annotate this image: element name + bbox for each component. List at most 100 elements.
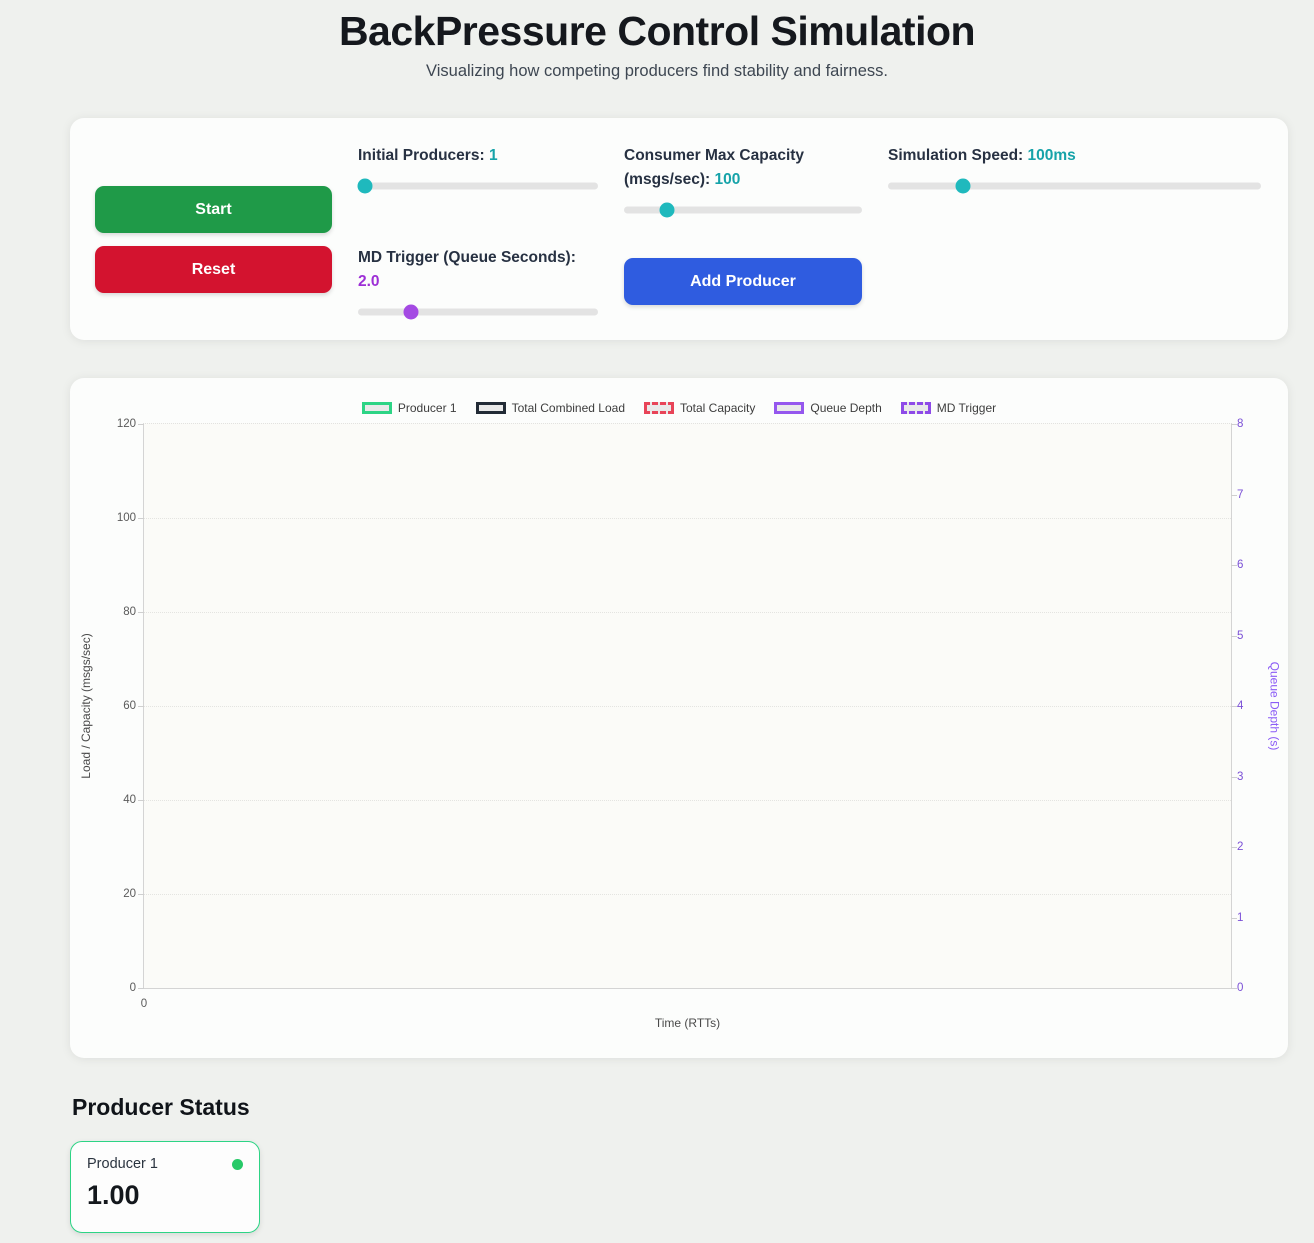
legend-item-total-combined-load[interactable]: Total Combined Load bbox=[475, 401, 625, 416]
tick-mark bbox=[1231, 706, 1237, 708]
legend-item-queue-depth[interactable]: Queue Depth bbox=[774, 401, 882, 416]
y2-axis-tick: 2 bbox=[1237, 841, 1244, 854]
reset-button[interactable]: Reset bbox=[95, 246, 332, 293]
tick-mark bbox=[138, 424, 144, 426]
md-trigger-slider[interactable] bbox=[358, 304, 598, 320]
producer-active-dot-icon bbox=[232, 1158, 243, 1170]
tick-mark bbox=[138, 612, 144, 614]
slider-thumb[interactable] bbox=[955, 178, 971, 194]
slider-track[interactable] bbox=[888, 182, 1261, 190]
slider-track[interactable] bbox=[624, 206, 862, 214]
initial-producers-control: Initial Producers: 1 bbox=[357, 144, 598, 218]
initial-producers-label: Initial Producers: 1 bbox=[358, 144, 598, 168]
legend-label: Producer 1 bbox=[397, 401, 457, 416]
tick-mark bbox=[138, 988, 144, 990]
tick-mark bbox=[138, 800, 144, 802]
y-axis-tick: 120 bbox=[116, 418, 136, 431]
initial-producers-slider[interactable] bbox=[357, 178, 598, 194]
y2-axis-tick: 6 bbox=[1237, 559, 1244, 572]
x-axis-tick: 0 bbox=[140, 998, 148, 1011]
y-axis-tick: 0 bbox=[129, 982, 136, 995]
tick-mark bbox=[1231, 917, 1237, 919]
simulation-speed-label-text: Simulation Speed: bbox=[888, 147, 1024, 164]
y-axis-tick: 20 bbox=[123, 888, 136, 901]
tick-mark bbox=[1231, 988, 1237, 990]
page-title: BackPressure Control Simulation bbox=[338, 8, 976, 54]
legend-swatch-queue-depth bbox=[774, 402, 805, 415]
add-producer-button[interactable]: Add Producer bbox=[624, 258, 862, 306]
gridline bbox=[144, 612, 1231, 614]
y2-axis-tick: 1 bbox=[1237, 911, 1244, 924]
legend-label: Queue Depth bbox=[810, 401, 882, 416]
md-trigger-label-text: MD Trigger (Queue Seconds): bbox=[358, 249, 576, 267]
legend-swatch-total-combined-load bbox=[475, 402, 506, 415]
consumer-capacity-label: Consumer Max Capacity (msgs/sec): 100 bbox=[624, 144, 862, 192]
y2-axis-tick: 4 bbox=[1237, 700, 1244, 713]
legend-label: Total Combined Load bbox=[511, 401, 625, 416]
legend-swatch-total-capacity bbox=[644, 402, 674, 415]
gridline bbox=[144, 800, 1231, 802]
y2-axis-title: Queue Depth (s) bbox=[1268, 661, 1282, 751]
tick-mark bbox=[138, 894, 144, 896]
slider-thumb[interactable] bbox=[403, 304, 419, 320]
tick-mark bbox=[1231, 776, 1237, 778]
empty-cell bbox=[888, 246, 1261, 320]
tick-mark bbox=[138, 518, 144, 520]
consumer-capacity-slider[interactable] bbox=[624, 202, 862, 218]
legend-label: Total Capacity bbox=[680, 401, 756, 416]
y2-axis-tick: 8 bbox=[1237, 418, 1244, 431]
y2-axis-tick: 5 bbox=[1237, 629, 1244, 642]
simulation-speed-control: Simulation Speed: 100ms bbox=[888, 144, 1261, 218]
legend-item-md-trigger[interactable]: MD Trigger bbox=[900, 401, 997, 416]
y-axis-tick: 40 bbox=[123, 794, 136, 807]
gridline bbox=[144, 518, 1231, 520]
legend-label: MD Trigger bbox=[936, 401, 997, 416]
tick-mark bbox=[1231, 847, 1237, 849]
md-trigger-value: 2.0 bbox=[358, 273, 380, 291]
tick-mark bbox=[1231, 494, 1237, 496]
consumer-capacity-control: Consumer Max Capacity (msgs/sec): 100 bbox=[624, 144, 862, 218]
producer-card-value: 1.00 bbox=[87, 1180, 140, 1211]
y2-axis-tick: 7 bbox=[1237, 488, 1244, 501]
producer-card-header: Producer 1 bbox=[87, 1156, 243, 1172]
producer-card: Producer 1 1.00 bbox=[70, 1141, 260, 1234]
x-axis-title: Time (RTTs) bbox=[654, 1016, 721, 1031]
add-producer-cell: Add Producer bbox=[624, 246, 862, 320]
simulation-speed-label: Simulation Speed: 100ms bbox=[888, 144, 1261, 168]
legend-swatch-producer-1 bbox=[361, 402, 392, 415]
controls-panel: Initial Producers: 1 Consumer Max Capaci… bbox=[70, 118, 1288, 341]
legend-item-total-capacity[interactable]: Total Capacity bbox=[644, 401, 755, 415]
y-axis-tick: 80 bbox=[123, 606, 136, 619]
md-trigger-control: MD Trigger (Queue Seconds): 2.0 bbox=[358, 246, 598, 320]
slider-track[interactable] bbox=[358, 182, 598, 190]
y-axis-title: Load / Capacity (msgs/sec) bbox=[79, 633, 93, 779]
legend-item-producer-1[interactable]: Producer 1 bbox=[361, 401, 457, 416]
legend-swatch-md-trigger bbox=[900, 402, 931, 415]
chart-legend: Producer 1 Total Combined Load Total Cap… bbox=[70, 401, 1288, 415]
tick-mark bbox=[1231, 565, 1237, 567]
slider-thumb[interactable] bbox=[659, 202, 675, 218]
simulation-speed-slider[interactable] bbox=[888, 178, 1261, 194]
action-buttons: Start Reset bbox=[95, 144, 332, 320]
simulation-speed-value: 100ms bbox=[1027, 147, 1076, 164]
start-button[interactable]: Start bbox=[95, 186, 332, 233]
tick-mark bbox=[1231, 635, 1237, 637]
tick-mark bbox=[1231, 424, 1237, 426]
initial-producers-value: 1 bbox=[488, 147, 498, 164]
y-axis-tick: 100 bbox=[116, 512, 136, 525]
chart-plot-area: 120 100 80 60 40 20 0 8 7 6 5 4 3 2 1 0 … bbox=[79, 418, 1282, 1030]
gridline bbox=[144, 706, 1231, 708]
md-trigger-label: MD Trigger (Queue Seconds): 2.0 bbox=[358, 246, 598, 294]
chart-panel: Producer 1 Total Combined Load Total Cap… bbox=[70, 378, 1288, 1059]
consumer-capacity-label-text: Consumer Max Capacity (msgs/sec): bbox=[624, 147, 805, 189]
y-axis-tick: 60 bbox=[123, 700, 136, 713]
page-subtitle: Visualizing how competing producers find… bbox=[426, 62, 888, 80]
y2-axis-tick: 0 bbox=[1237, 982, 1244, 995]
producer-card-label: Producer 1 bbox=[87, 1156, 158, 1173]
slider-track[interactable] bbox=[358, 308, 598, 316]
tick-mark bbox=[138, 706, 144, 708]
slider-thumb[interactable] bbox=[357, 178, 373, 194]
gridline bbox=[144, 894, 1231, 896]
consumer-capacity-value: 100 bbox=[714, 171, 741, 189]
y2-axis-tick: 3 bbox=[1237, 770, 1244, 783]
